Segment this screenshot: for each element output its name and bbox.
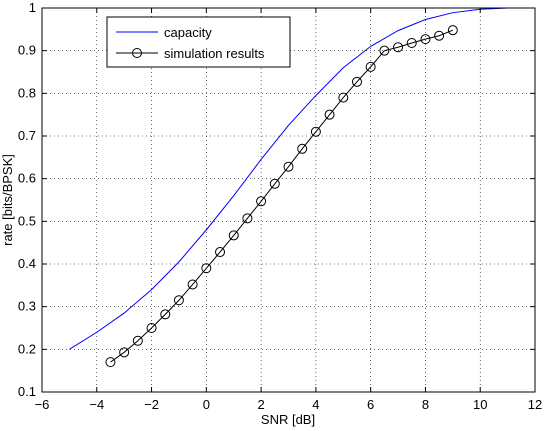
data-point-simulation-results bbox=[379, 45, 390, 56]
data-point-simulation-results bbox=[132, 335, 143, 346]
data-point-simulation-results bbox=[351, 76, 362, 87]
x-tick-label: −6 bbox=[35, 397, 50, 412]
x-tick-label: −4 bbox=[89, 397, 104, 412]
data-point-simulation-results bbox=[173, 295, 184, 306]
plot-background bbox=[42, 8, 535, 392]
data-point-simulation-results bbox=[215, 247, 226, 258]
y-tick-label: 0.6 bbox=[18, 171, 36, 186]
legend-marker-simulation bbox=[132, 48, 142, 58]
data-point-simulation-results bbox=[242, 213, 253, 224]
legend-box bbox=[106, 16, 291, 68]
data-point-simulation-results bbox=[105, 357, 116, 368]
data-point-simulation-results bbox=[160, 309, 171, 320]
data-point-simulation-results bbox=[283, 161, 294, 172]
y-axis-label: rate [bits/BPSK] bbox=[0, 154, 15, 246]
ticks: −6 −4 −2 0 2 4 6 8 10 12 0.1 0.2 0.3 0.4 0.5 0.6 0.7 0.8 0… bbox=[18, 0, 542, 412]
data-point-simulation-results bbox=[324, 109, 335, 120]
y-tick-label: 0.1 bbox=[18, 384, 36, 399]
data-point-simulation-results bbox=[201, 263, 212, 274]
y-tick-label: 0.8 bbox=[18, 85, 36, 100]
y-tick-label: 1 bbox=[29, 0, 36, 15]
y-tick-label: 0.4 bbox=[18, 256, 36, 271]
data-point-simulation-results bbox=[297, 143, 308, 154]
data-point-simulation-results bbox=[256, 196, 267, 207]
y-tick-label: 0.5 bbox=[18, 213, 36, 228]
data-point-simulation-results bbox=[393, 42, 404, 53]
data-point-simulation-results bbox=[365, 61, 376, 72]
data-point-simulation-results bbox=[228, 230, 239, 241]
data-point-simulation-results bbox=[310, 126, 321, 137]
legend-label-simulation: simulation results bbox=[164, 46, 265, 61]
legend-label-capacity: capacity bbox=[164, 25, 212, 40]
data-point-simulation-results bbox=[119, 347, 130, 358]
x-tick-label: 0 bbox=[203, 397, 210, 412]
data-point-simulation-results bbox=[406, 37, 417, 48]
series-layer bbox=[69, 7, 535, 368]
x-tick-label: 2 bbox=[257, 397, 264, 412]
y-tick-label: 0.2 bbox=[18, 341, 36, 356]
legend: capacity simulation results bbox=[106, 16, 291, 68]
x-tick-label: 4 bbox=[312, 397, 319, 412]
x-tick-label: −2 bbox=[144, 397, 159, 412]
grid bbox=[42, 8, 535, 392]
y-tick-label: 0.7 bbox=[18, 128, 36, 143]
x-tick-label: 8 bbox=[422, 397, 429, 412]
data-point-simulation-results bbox=[269, 178, 280, 189]
data-point-simulation-results bbox=[434, 30, 445, 41]
y-tick-label: 0.3 bbox=[18, 299, 36, 314]
data-point-simulation-results bbox=[420, 34, 431, 45]
data-point-simulation-results bbox=[146, 323, 157, 333]
data-point-simulation-results bbox=[187, 279, 198, 290]
series-line-capacity bbox=[69, 7, 535, 350]
x-axis-label: SNR [dB] bbox=[261, 412, 315, 427]
x-tick-label: 10 bbox=[473, 397, 487, 412]
y-tick-label: 0.9 bbox=[18, 43, 36, 58]
x-tick-label: 6 bbox=[367, 397, 374, 412]
data-point-simulation-results bbox=[447, 25, 458, 36]
data-point-simulation-results bbox=[338, 92, 349, 103]
x-tick-label: 12 bbox=[528, 397, 542, 412]
series-line-simulation-results bbox=[110, 29, 454, 363]
plot-frame bbox=[41, 7, 536, 393]
